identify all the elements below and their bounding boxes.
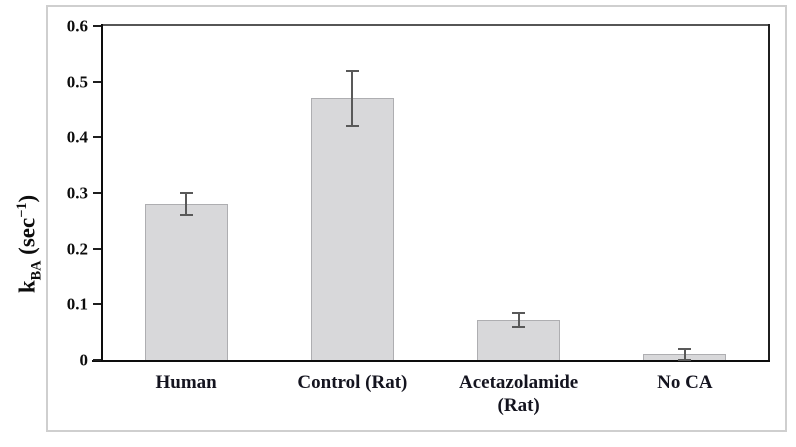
error-bar-cap	[179, 214, 193, 217]
y-tick-label: 0.6	[66, 16, 88, 36]
y-tick-label: 0.4	[66, 127, 88, 147]
error-bar-cap	[345, 69, 359, 72]
y-axis-title: kBA (sec−1)	[5, 94, 44, 394]
y-axis-title-symbol: k	[14, 280, 40, 294]
y-axis-title-unit-open: (sec	[14, 217, 40, 261]
x-category-label: Acetazolamide (Rat)	[459, 372, 579, 416]
y-tick-mark	[93, 359, 101, 361]
error-bar-cap	[512, 311, 526, 314]
error-bar-cap	[512, 326, 526, 329]
error-bar-line	[185, 193, 188, 216]
bar-human	[144, 204, 228, 360]
y-tick-label: 0.3	[66, 183, 88, 203]
y-axis-title-subscript: BA	[28, 260, 45, 281]
y-tick-mark	[93, 303, 101, 306]
y-tick-label: 0.5	[66, 72, 88, 92]
error-bar-cap	[345, 125, 359, 128]
error-bar-cap	[179, 192, 193, 194]
x-axis-line	[92, 360, 770, 362]
y-tick-label: 0	[79, 350, 89, 370]
plot-border-top	[103, 24, 770, 26]
y-tick-label: 0.1	[66, 294, 88, 314]
y-tick-mark	[93, 192, 101, 194]
error-bar-cap	[678, 359, 692, 361]
y-tick-mark	[93, 247, 101, 250]
x-category-label: Control (Rat)	[297, 372, 408, 393]
y-axis-title-unit-close: )	[14, 194, 40, 203]
y-axis-title-exponent: −1	[14, 202, 30, 218]
y-tick-mark	[93, 80, 101, 83]
plot-border-right	[768, 24, 770, 360]
y-tick-mark	[93, 25, 101, 27]
x-category-label: Human	[155, 372, 217, 393]
error-bar-line	[517, 312, 520, 328]
x-category-label: No CA	[657, 372, 713, 393]
error-bar-line	[683, 348, 686, 360]
y-tick-mark	[93, 136, 101, 139]
y-axis-line	[101, 24, 103, 362]
bar-control-rat-	[310, 98, 394, 360]
y-tick-label: 0.2	[66, 239, 88, 259]
plot-area: 0 0.1 0.2 0.3 0.4 0.5 0.6	[67, 18, 770, 369]
error-bar-cap	[678, 347, 692, 350]
error-bar-line	[351, 70, 354, 127]
